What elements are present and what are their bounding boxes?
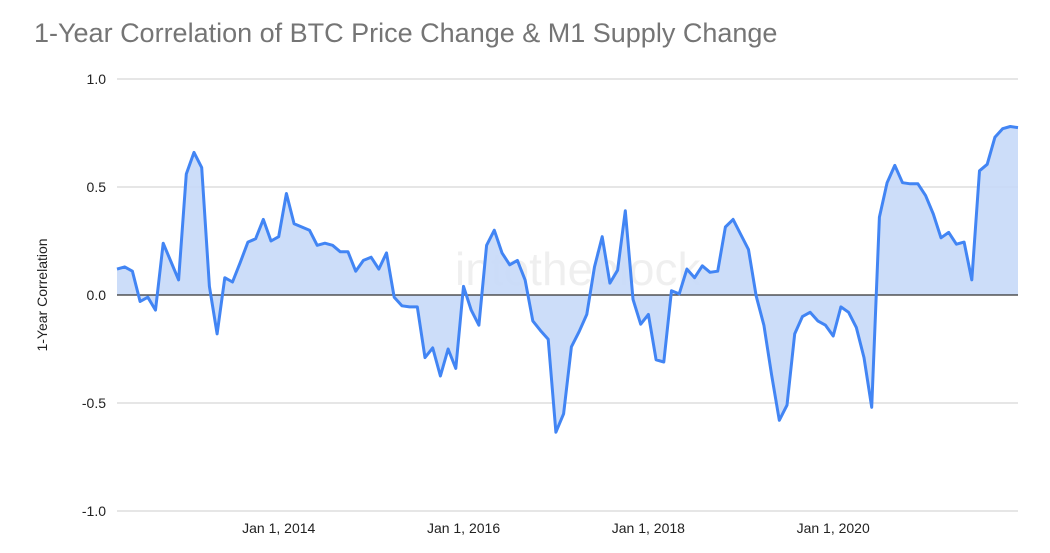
y-axis-label: 1-Year Correlation — [34, 238, 50, 351]
chart-title: 1-Year Correlation of BTC Price Change &… — [34, 18, 778, 48]
y-tick-label: 0.5 — [87, 179, 107, 195]
series-line — [116, 125, 1019, 434]
x-tick-label: Jan 1, 2014 — [242, 520, 315, 536]
y-tick-label: 1.0 — [87, 71, 107, 87]
y-axis-ticks: 1.0 0.5 0.0 -0.5 -1.0 — [82, 71, 106, 519]
x-tick-label: Jan 1, 2018 — [612, 520, 685, 536]
y-tick-label: -1.0 — [82, 503, 106, 519]
x-axis-ticks: Jan 1, 2014 Jan 1, 2016 Jan 1, 2018 Jan 1, … — [242, 520, 870, 536]
x-tick-label: Jan 1, 2020 — [797, 520, 870, 536]
x-tick-label: Jan 1, 2016 — [427, 520, 500, 536]
gridlines — [117, 78, 1018, 512]
y-tick-label: 0.0 — [87, 287, 107, 303]
y-tick-label: -0.5 — [82, 395, 106, 411]
